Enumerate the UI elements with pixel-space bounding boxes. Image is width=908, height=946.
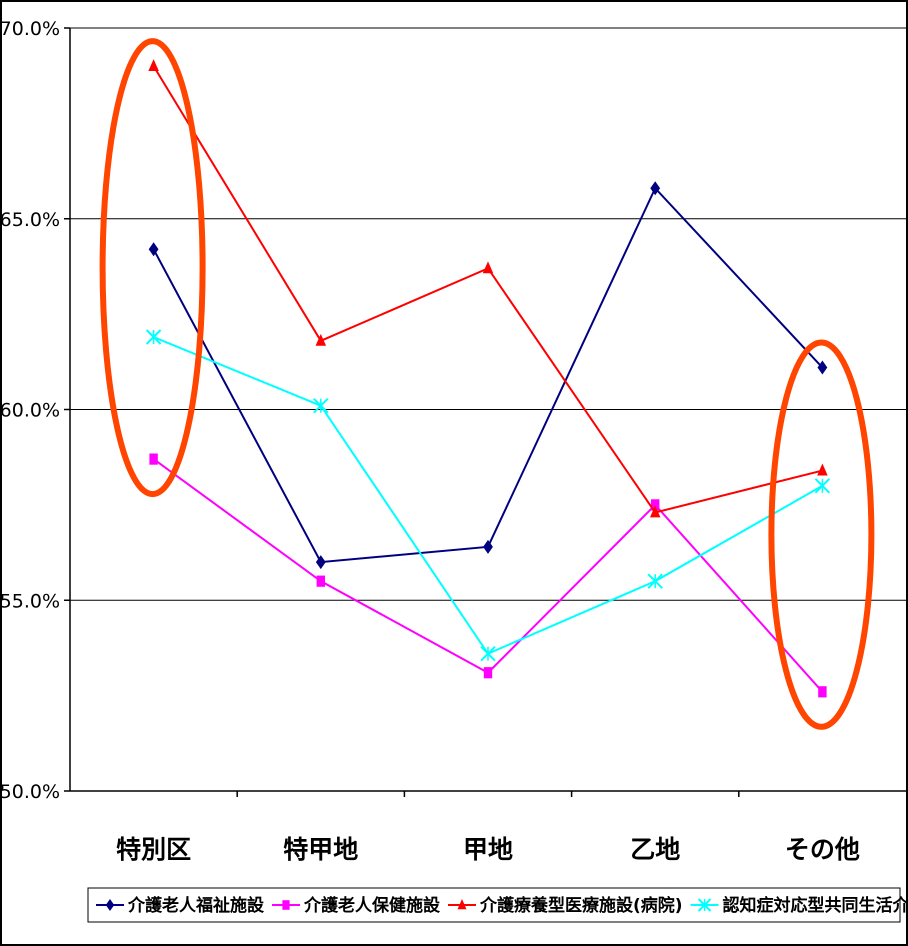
data-point [315,333,327,346]
data-point [817,463,828,476]
data-point [149,453,158,465]
data-point [316,575,325,587]
data-point [282,900,290,910]
legend-item: 介護老人保健施設 [272,895,441,916]
x-tick-label: 特別区 [116,835,191,864]
data-point [148,242,159,257]
legend-item: 介護老人福祉施設 [96,895,265,916]
series-4 [145,329,831,662]
highlight-ellipses [99,38,875,730]
data-point [313,397,329,414]
data-point [818,686,827,698]
x-tick-label: 甲地 [463,835,513,864]
series-lines [145,59,831,698]
legend-item: 介護療養型医療施設(病院) [448,895,683,916]
legend-label: 認知症対応型共同生活介護(介護予防含む) [723,895,908,916]
legend-item: 認知症対応型共同生活介護(介護予防含む) [690,895,908,916]
data-point [483,539,493,554]
gridlines [70,218,906,601]
y-tick-label: 70.0% [0,18,60,40]
data-point [148,59,159,72]
y-tick-label: 60.0% [0,400,60,422]
data-point [457,899,467,910]
data-point [483,667,493,679]
legend-label: 介護老人保健施設 [303,895,441,916]
x-tick-label: 特甲地 [283,835,358,864]
highlight-ellipse [768,339,875,730]
y-tick-label: 50.0% [0,781,60,803]
legend: 介護老人福祉施設 介護老人保健施設 介護療養型医療施設(病院) 認知症対応型共同生活介… [87,887,908,923]
x-tick-label: 乙地 [630,835,680,864]
data-point [817,360,828,375]
data-point [315,555,326,570]
data-point [145,329,162,345]
legend-box [87,887,901,923]
legend-label: 介護老人福祉施設 [127,895,265,916]
data-point [814,478,831,494]
highlight-ellipse [99,38,206,498]
data-point [482,261,494,274]
data-point [105,899,115,911]
y-tick-label: 65.0% [0,209,60,231]
series-1 [148,181,828,570]
y-tick-label: 55.0% [0,590,60,612]
series-3 [148,59,828,518]
data-point [650,181,661,196]
legend-label: 介護療養型医療施設(病院) [479,895,683,916]
series-2 [149,453,827,698]
data-point [649,505,661,518]
data-point [647,573,663,589]
data-point [480,645,496,662]
data-point [651,499,660,511]
x-tick-label: その他 [785,835,860,864]
axes: 50.0% 55.0% 60.0% 65.0% 70.0% 特別区 特甲地 甲地 乙地 その他 [0,18,906,864]
data-point [697,898,712,912]
